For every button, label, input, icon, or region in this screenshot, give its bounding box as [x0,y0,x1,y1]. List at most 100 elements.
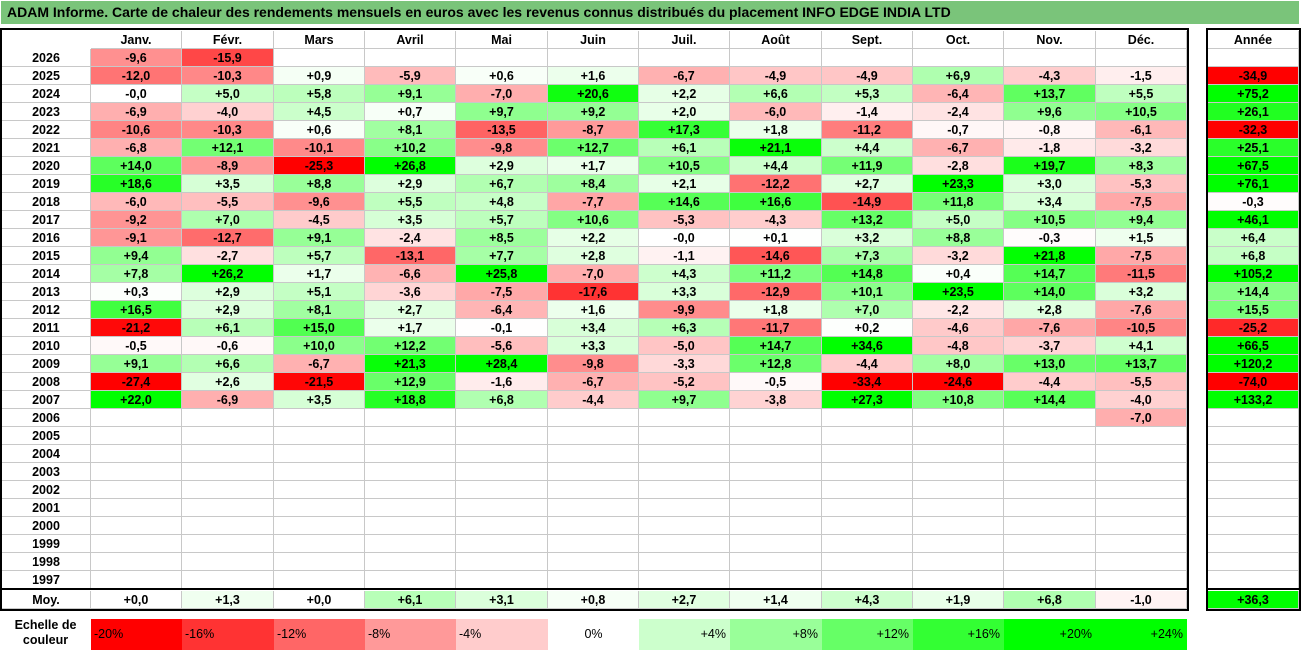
heatmap-cell: +2,9 [365,175,456,193]
heatmap-cell [456,463,548,481]
year-label: 2022 [2,121,91,139]
heatmap-cell: -1,8 [1004,139,1096,157]
heatmap-cell: -9,6 [274,193,365,211]
heatmap-cell [91,427,182,445]
heatmap-cell: -6,9 [91,103,182,121]
heatmap-cell: -6,7 [274,355,365,373]
heatmap-cell: +10,1 [822,283,913,301]
heatmap-cell [548,553,639,571]
heatmap-cell: +1,8 [730,121,822,139]
month-header: Févr. [182,31,274,49]
heatmap-cell: -4,0 [182,103,274,121]
heatmap-cell [274,445,365,463]
heatmap-cell [639,535,730,553]
heatmap-cell [1096,445,1187,463]
heatmap-cell: -3,8 [730,391,822,409]
heatmap-cell: +11,2 [730,265,822,283]
heatmap-cell [730,463,822,481]
annual-cell [1208,499,1299,517]
heatmap-cell: -0,5 [91,337,182,355]
heatmap-cell: +19,7 [1004,157,1096,175]
heatmap-cell: +0,2 [822,319,913,337]
heatmap-cell: +11,8 [913,193,1004,211]
heatmap-cell: +9,6 [1004,103,1096,121]
heatmap-cell: +11,9 [822,157,913,175]
heatmap-cell [1096,499,1187,517]
average-label: Moy. [2,591,91,609]
heatmap-cell [822,499,913,517]
annual-cell [1208,463,1299,481]
heatmap-cell: +5,1 [274,283,365,301]
average-cell: +6,1 [365,591,456,609]
heatmap-cell [91,445,182,463]
year-label: 2000 [2,517,91,535]
heatmap-cell: -0,0 [91,85,182,103]
heatmap-cell: -7,6 [1004,319,1096,337]
heatmap-cell [730,535,822,553]
heatmap-cell: -6,0 [730,103,822,121]
heatmap-cell: -4,5 [274,211,365,229]
heatmap-cell [1004,445,1096,463]
year-label: 2018 [2,193,91,211]
heatmap-cell: -1,4 [822,103,913,121]
year-label: 2001 [2,499,91,517]
heatmap-cell [1004,481,1096,499]
heatmap-cell [913,517,1004,535]
heatmap-cell: +25,8 [456,265,548,283]
year-label: 2015 [2,247,91,265]
heatmap-cell [365,517,456,535]
color-scale-step: +24% [1096,619,1187,650]
heatmap-cell: +21,3 [365,355,456,373]
heatmap-cell [365,463,456,481]
month-header: Août [730,31,822,49]
heatmap-cell: +21,1 [730,139,822,157]
heatmap-cell [1004,49,1096,67]
heatmap-cell: -9,8 [548,355,639,373]
heatmap-cell [730,445,822,463]
year-label: 2020 [2,157,91,175]
year-label: 2021 [2,139,91,157]
heatmap-cell: +14,8 [822,265,913,283]
heatmap-cell: +20,6 [548,85,639,103]
heatmap-cell: +3,2 [822,229,913,247]
heatmap-cell: -4,4 [1004,373,1096,391]
heatmap-cell: +3,4 [548,319,639,337]
year-label: 2013 [2,283,91,301]
annual-cell: +26,1 [1208,103,1299,121]
heatmap-cell [1096,463,1187,481]
heatmap-cell [91,535,182,553]
heatmap-cell [639,571,730,589]
heatmap-cell: +26,2 [182,265,274,283]
heatmap-cell: -6,4 [913,85,1004,103]
heatmap-cell: +7,0 [822,301,913,319]
heatmap-cell: -10,6 [91,121,182,139]
heatmap-cell: +22,0 [91,391,182,409]
heatmap-cell: +8,3 [1096,157,1187,175]
heatmap-cell: +7,7 [456,247,548,265]
heatmap-cell [822,535,913,553]
average-separator-annual [1206,588,1301,590]
annual-cell: +14,4 [1208,283,1299,301]
average-cell: +4,3 [822,591,913,609]
heatmap-cell: -12,2 [730,175,822,193]
heatmap-cell: -5,6 [456,337,548,355]
heatmap-cell: +14,0 [1004,283,1096,301]
heatmap-cell: -6,1 [1096,121,1187,139]
heatmap-cell: +6,8 [456,391,548,409]
report-title: ADAM Informe. Carte de chaleur des rende… [1,1,1299,24]
annual-cell: +76,1 [1208,175,1299,193]
heatmap-cell [456,517,548,535]
heatmap-cell: -8,9 [182,157,274,175]
color-scale-step: +8% [730,619,822,650]
year-label: 1997 [2,571,91,589]
heatmap-cell: +12,9 [365,373,456,391]
year-label: 2014 [2,265,91,283]
heatmap-cell [365,427,456,445]
average-cell: +1,4 [730,591,822,609]
heatmap-cell [91,571,182,589]
heatmap-cell: +4,8 [456,193,548,211]
heatmap-cell: -1,5 [1096,67,1187,85]
heatmap-cell: -0,7 [913,121,1004,139]
heatmap-cell [822,481,913,499]
heatmap-cell: -12,7 [182,229,274,247]
